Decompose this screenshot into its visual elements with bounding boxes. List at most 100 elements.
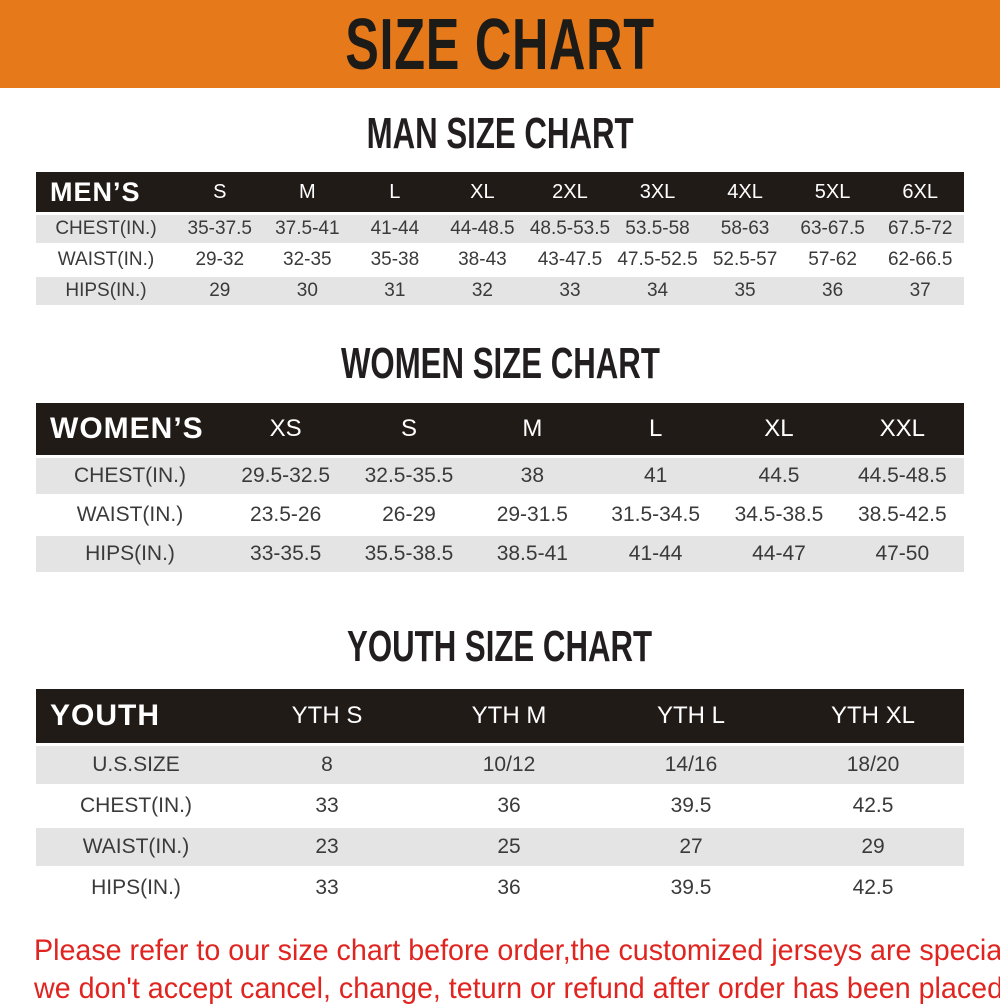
- measurement-cell: 35: [701, 277, 789, 305]
- measurement-cell: 33-35.5: [224, 536, 348, 572]
- measurement-cell: 52.5-57: [701, 246, 789, 274]
- size-header-cell: 5XL: [788, 172, 877, 212]
- measurement-cell: 32.5-35.5: [347, 458, 471, 494]
- measurement-cell: 38.5-42.5: [840, 497, 964, 533]
- size-header-cell: L: [593, 403, 718, 455]
- measurement-cell: 30: [263, 277, 352, 305]
- measurement-cell: 29: [176, 277, 264, 305]
- row-label-cell: WAIST(IN.): [36, 497, 224, 533]
- disclaimer-line-1: Please refer to our size chart before or…: [34, 934, 1000, 967]
- disclaimer: Please refer to our size chart before or…: [34, 932, 1000, 1008]
- size-charts: MAN SIZE CHART MEN’S S M L XL 2XL 3XL 4XL 5XL 6XL…: [0, 110, 1000, 910]
- measurement-cell: 36: [418, 869, 600, 907]
- measurement-cell: 57-62: [788, 246, 877, 274]
- measurement-cell: 38-43: [438, 246, 527, 274]
- table-row: U.S.SIZE 8 10/12 14/16 18/20: [36, 746, 964, 784]
- measurement-cell: 37.5-41: [263, 215, 352, 243]
- size-header-cell: 4XL: [701, 172, 789, 212]
- section-youth-size-chart: YOUTH SIZE CHART YOUTH YTH S YTH M YTH L YTH…: [0, 623, 1000, 910]
- table-row: WAIST(IN.) 23 25 27 29: [36, 828, 964, 866]
- measurement-cell: 34.5-38.5: [717, 497, 841, 533]
- size-header-cell: XXL: [840, 403, 964, 455]
- measurement-cell: 62-66.5: [876, 246, 964, 274]
- measurement-cell: 63-67.5: [788, 215, 877, 243]
- disclaimer-line-2: we don't accept cancel, change, teturn o…: [34, 972, 1000, 1005]
- measurement-cell: 29-32: [176, 246, 264, 274]
- size-header-cell: 6XL: [876, 172, 964, 212]
- measurement-cell: 44-48.5: [438, 215, 527, 243]
- youth-section-title: YOUTH SIZE CHART: [347, 623, 653, 671]
- measurement-cell: 36: [788, 277, 877, 305]
- row-label-cell: WAIST(IN.): [36, 246, 176, 274]
- measurement-cell: 36: [418, 787, 600, 825]
- measurement-cell: 41-44: [351, 215, 439, 243]
- measurement-cell: 48.5-53.5: [526, 215, 614, 243]
- measurement-cell: 27: [600, 828, 782, 866]
- measurement-cell: 32: [438, 277, 527, 305]
- table-row: CHEST(IN.) 35-37.5 37.5-41 41-44 44-48.5 48.5…: [36, 215, 964, 243]
- table-title-cell: YOUTH: [36, 689, 236, 743]
- measurement-cell: 33: [236, 787, 418, 825]
- measurement-cell: 33: [236, 869, 418, 907]
- row-label-cell: HIPS(IN.): [36, 869, 236, 907]
- row-label-cell: WAIST(IN.): [36, 828, 236, 866]
- size-header-cell: 3XL: [613, 172, 702, 212]
- measurement-cell: 44-47: [717, 536, 841, 572]
- banner: SIZE CHART: [0, 0, 1000, 88]
- size-header-cell: M: [470, 403, 594, 455]
- men-section-title: MAN SIZE CHART: [366, 110, 634, 158]
- size-header-cell: S: [176, 172, 264, 212]
- measurement-cell: 33: [526, 277, 614, 305]
- measurement-cell: 26-29: [347, 497, 471, 533]
- measurement-cell: 10/12: [418, 746, 600, 784]
- measurement-cell: 58-63: [701, 215, 789, 243]
- measurement-cell: 35-37.5: [176, 215, 264, 243]
- measurement-cell: 41: [593, 458, 718, 494]
- row-label-cell: U.S.SIZE: [36, 746, 236, 784]
- women-section-title: WOMEN SIZE CHART: [340, 340, 660, 388]
- measurement-cell: 42.5: [782, 869, 964, 907]
- size-header-cell: L: [351, 172, 439, 212]
- table-row: CHEST(IN.) 29.5-32.5 32.5-35.5 38 41 44.5 44.5…: [36, 458, 964, 494]
- size-header-cell: 2XL: [526, 172, 614, 212]
- measurement-cell: 35.5-38.5: [347, 536, 471, 572]
- measurement-cell: 67.5-72: [876, 215, 964, 243]
- measurement-cell: 35-38: [351, 246, 439, 274]
- size-header-cell: XL: [717, 403, 841, 455]
- measurement-cell: 18/20: [782, 746, 964, 784]
- row-label-cell: CHEST(IN.): [36, 215, 176, 243]
- measurement-cell: 43-47.5: [526, 246, 614, 274]
- table-row: WAIST(IN.) 23.5-26 26-29 29-31.5 31.5-34.5 34…: [36, 497, 964, 533]
- size-header-cell: YTH M: [418, 689, 600, 743]
- size-header-cell: XL: [438, 172, 527, 212]
- measurement-cell: 47-50: [840, 536, 964, 572]
- measurement-cell: 38: [470, 458, 594, 494]
- measurement-cell: 39.5: [600, 787, 782, 825]
- size-header-cell: M: [263, 172, 352, 212]
- table-title-cell: MEN’S: [36, 172, 176, 212]
- section-men-size-chart: MAN SIZE CHART MEN’S S M L XL 2XL 3XL 4XL 5XL 6XL…: [0, 110, 1000, 308]
- table-row: HIPS(IN.) 33-35.5 35.5-38.5 38.5-41 41-44 44-…: [36, 536, 964, 572]
- youth-size-table: YOUTH YTH S YTH M YTH L YTH XL U.S.SIZE 8 10/12…: [36, 686, 964, 910]
- row-label-cell: HIPS(IN.): [36, 536, 224, 572]
- measurement-cell: 23.5-26: [224, 497, 348, 533]
- measurement-cell: 29-31.5: [470, 497, 594, 533]
- table-row: HIPS(IN.) 33 36 39.5 42.5: [36, 869, 964, 907]
- measurement-cell: 29.5-32.5: [224, 458, 348, 494]
- section-women-size-chart: WOMEN SIZE CHART WOMEN’S XS S M L XL XXL CHEST(…: [0, 340, 1000, 575]
- table-row: WAIST(IN.) 29-32 32-35 35-38 38-43 43-47.5 47.…: [36, 246, 964, 274]
- row-label-cell: CHEST(IN.): [36, 458, 224, 494]
- size-header-cell: YTH XL: [782, 689, 964, 743]
- measurement-cell: 31: [351, 277, 439, 305]
- measurement-cell: 38.5-41: [470, 536, 594, 572]
- measurement-cell: 47.5-52.5: [613, 246, 702, 274]
- measurement-cell: 53.5-58: [613, 215, 702, 243]
- row-label-cell: HIPS(IN.): [36, 277, 176, 305]
- table-title-cell: WOMEN’S: [36, 403, 224, 455]
- measurement-cell: 44.5-48.5: [840, 458, 964, 494]
- men-size-table: MEN’S S M L XL 2XL 3XL 4XL 5XL 6XL CHEST(IN.) 35-37…: [36, 169, 964, 308]
- measurement-cell: 23: [236, 828, 418, 866]
- table-row: HIPS(IN.) 29 30 31 32 33 34 35 36 37: [36, 277, 964, 305]
- measurement-cell: 34: [613, 277, 702, 305]
- measurement-cell: 25: [418, 828, 600, 866]
